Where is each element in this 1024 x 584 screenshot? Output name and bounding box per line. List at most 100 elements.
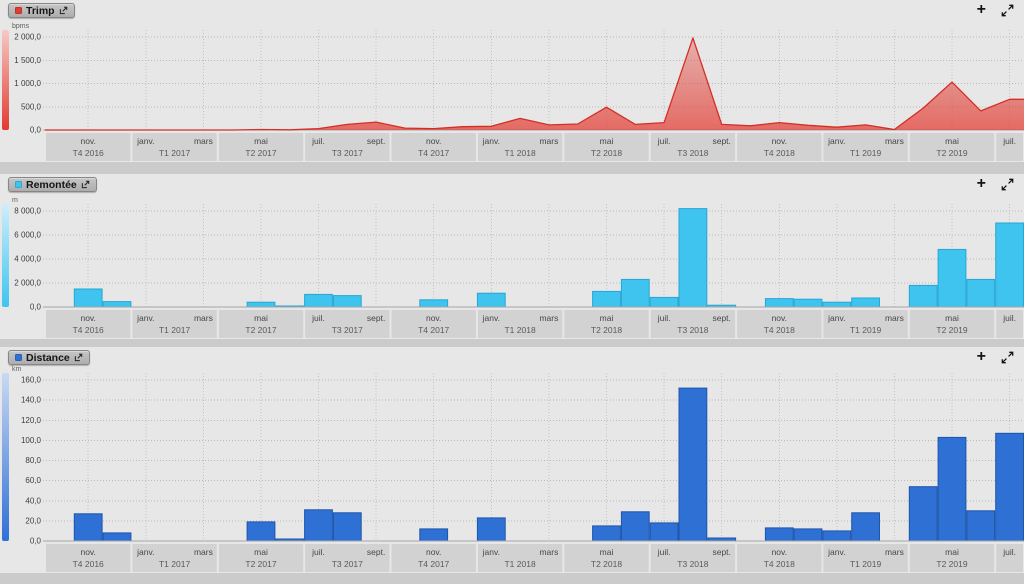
quarter-cell[interactable]	[909, 310, 995, 338]
bar[interactable]	[476, 517, 506, 542]
quarter-cell[interactable]	[132, 544, 217, 572]
quarter-cell[interactable]	[564, 310, 649, 338]
quarter-cell[interactable]	[391, 310, 476, 338]
bar[interactable]	[592, 290, 621, 308]
bar[interactable]	[822, 301, 852, 308]
quarter-cell[interactable]	[737, 310, 822, 338]
panel-title-pill-trimp[interactable]: Trimp	[8, 3, 75, 18]
bar[interactable]	[995, 222, 1024, 308]
quarter-cell[interactable]	[823, 544, 908, 572]
quarter-cell[interactable]	[391, 544, 476, 572]
bar[interactable]	[937, 248, 967, 308]
bar[interactable]	[304, 293, 333, 308]
quarter-cell[interactable]	[391, 133, 476, 161]
quarter-cell[interactable]	[46, 544, 131, 572]
bar[interactable]	[592, 525, 621, 542]
bar[interactable]	[908, 486, 938, 542]
quarter-cell[interactable]	[305, 310, 390, 338]
add-chart-button[interactable]: +	[976, 348, 986, 365]
bar[interactable]	[620, 278, 650, 308]
bar[interactable]	[102, 301, 132, 308]
bar[interactable]	[620, 511, 650, 542]
quarter-cell[interactable]	[132, 310, 217, 338]
bar[interactable]	[793, 298, 823, 308]
remontee-chart-canvas[interactable]: 8 000,0 6 000,0 4 000,0 2 000,0 0,0 m T4 2016 T…	[0, 194, 1024, 347]
bar[interactable]	[476, 292, 506, 308]
trimp-chart-canvas[interactable]: 2 000,0 1 500,0 1 000,0 500,0 0,0 bpms T4 2016…	[0, 20, 1024, 174]
popout-icon[interactable]	[59, 6, 68, 15]
quarter-cell[interactable]	[650, 544, 736, 572]
bar[interactable]	[764, 527, 794, 542]
add-chart-button[interactable]: +	[976, 175, 986, 192]
bar[interactable]	[73, 288, 103, 308]
quarter-cell[interactable]	[305, 133, 390, 161]
expand-button[interactable]	[1001, 178, 1014, 191]
bar[interactable]	[966, 510, 996, 542]
y-tick-label: 0,0	[30, 537, 42, 546]
series-color-swatch	[15, 7, 22, 14]
quarter-label: T1 2018	[504, 325, 535, 335]
panel-title-pill-remontee[interactable]: Remontée	[8, 177, 97, 192]
quarter-cell[interactable]	[996, 133, 1023, 161]
expand-button[interactable]	[1001, 4, 1014, 17]
bar[interactable]	[304, 509, 333, 542]
quarter-cell[interactable]	[823, 133, 908, 161]
quarter-cell[interactable]	[218, 310, 304, 338]
bar[interactable]	[851, 297, 881, 308]
bar[interactable]	[678, 387, 708, 542]
quarter-cell[interactable]	[132, 133, 217, 161]
bar[interactable]	[102, 532, 132, 542]
quarter-cell[interactable]	[477, 310, 563, 338]
month-label: mai	[945, 136, 959, 146]
bar[interactable]	[793, 528, 823, 542]
quarter-cell[interactable]	[909, 544, 995, 572]
bar[interactable]	[419, 528, 449, 542]
bar[interactable]	[246, 301, 276, 308]
quarter-cell[interactable]	[996, 544, 1023, 572]
quarter-label: T3 2018	[677, 325, 708, 335]
y-tick-label: 140,0	[21, 396, 42, 405]
quarter-cell[interactable]	[909, 133, 995, 161]
quarter-cell[interactable]	[218, 133, 304, 161]
quarter-cell[interactable]	[564, 133, 649, 161]
bar[interactable]	[332, 512, 362, 542]
quarter-cell[interactable]	[564, 544, 649, 572]
quarter-cell[interactable]	[737, 133, 822, 161]
quarter-cell[interactable]	[650, 133, 736, 161]
expand-button[interactable]	[1001, 351, 1014, 364]
bar[interactable]	[649, 296, 679, 308]
quarter-cell[interactable]	[823, 310, 908, 338]
bar[interactable]	[649, 522, 679, 542]
bar[interactable]	[332, 295, 362, 308]
quarter-cell[interactable]	[650, 310, 736, 338]
quarter-cell[interactable]	[46, 310, 131, 338]
bar[interactable]	[678, 208, 708, 308]
bar[interactable]	[419, 299, 449, 308]
popout-icon[interactable]	[74, 353, 83, 362]
bar[interactable]	[937, 436, 967, 542]
quarter-label: T4 2017	[418, 559, 449, 569]
distance-chart-canvas[interactable]: 160,0 140,0 120,0 100,0 80,0 60,0 40,0 20,0 0,0 k…	[0, 365, 1024, 584]
panel-title-pill-distance[interactable]: Distance	[8, 350, 90, 365]
bar[interactable]	[764, 298, 794, 308]
bar[interactable]	[822, 530, 852, 542]
quarter-cell[interactable]	[218, 544, 304, 572]
quarter-cell[interactable]	[996, 310, 1023, 338]
bar[interactable]	[851, 512, 881, 542]
quarter-cell[interactable]	[477, 544, 563, 572]
popout-icon[interactable]	[81, 180, 90, 189]
quarter-cell[interactable]	[305, 544, 390, 572]
bar[interactable]	[73, 513, 103, 542]
quarter-cell[interactable]	[46, 133, 131, 161]
y-tick-label: 1 000,0	[14, 79, 41, 88]
quarter-cell[interactable]	[737, 544, 822, 572]
bar[interactable]	[908, 284, 938, 308]
month-label: janv.	[482, 313, 500, 323]
bar[interactable]	[246, 521, 276, 542]
add-chart-button[interactable]: +	[976, 1, 986, 18]
bar[interactable]	[966, 278, 996, 308]
month-label: nov.	[426, 313, 441, 323]
area-fill[interactable]	[45, 37, 1024, 130]
bar[interactable]	[995, 432, 1024, 542]
quarter-cell[interactable]	[477, 133, 563, 161]
